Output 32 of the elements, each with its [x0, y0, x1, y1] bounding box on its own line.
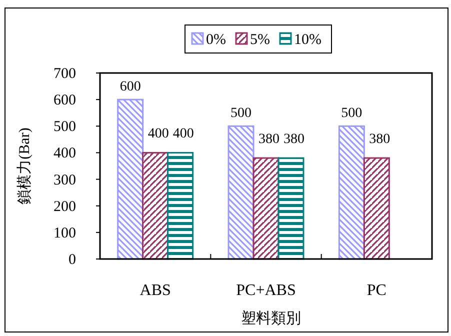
legend-label: 10%	[294, 32, 322, 48]
bar	[278, 157, 304, 260]
y-tick-label: 0	[68, 252, 76, 268]
x-tick-label: PC+ABS	[236, 282, 296, 299]
bar	[252, 157, 280, 260]
data-label: 380	[284, 132, 304, 148]
x-tick-label: ABS	[140, 282, 171, 299]
y-tick-label: 100	[54, 225, 76, 242]
data-label: 380	[258, 132, 280, 148]
data-label: 400	[172, 126, 194, 142]
y-tick-label: 400	[54, 146, 76, 162]
y-tick-label: 300	[54, 172, 76, 188]
bar	[228, 125, 254, 260]
bar	[363, 157, 390, 260]
y-tick-label: 500	[54, 119, 76, 136]
x-axis-title: 塑料類別	[241, 310, 301, 327]
bar	[142, 152, 169, 260]
bar	[167, 152, 194, 260]
y-tick-label: 700	[54, 66, 76, 82]
y-tick-label: 600	[54, 92, 76, 109]
bar	[338, 125, 365, 260]
y-axis-title: 鎖模力(Bar)	[16, 128, 33, 204]
data-label: 380	[369, 132, 390, 148]
data-label: 500	[341, 106, 362, 122]
data-label: 500	[230, 106, 252, 122]
y-tick-label: 200	[54, 198, 76, 215]
x-tick-label: PC	[366, 282, 386, 299]
legend-label: 0%	[206, 32, 226, 48]
legend-label: 5%	[250, 32, 270, 48]
data-label: 600	[120, 80, 141, 95]
bar	[117, 98, 144, 260]
data-label: 400	[148, 126, 169, 142]
